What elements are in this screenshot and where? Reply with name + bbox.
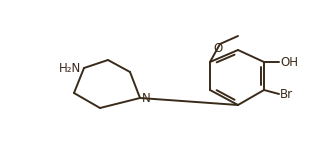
- Text: H₂N: H₂N: [59, 61, 81, 74]
- Text: N: N: [142, 93, 151, 106]
- Text: O: O: [213, 42, 223, 55]
- Text: Br: Br: [280, 87, 293, 101]
- Text: OH: OH: [280, 56, 298, 69]
